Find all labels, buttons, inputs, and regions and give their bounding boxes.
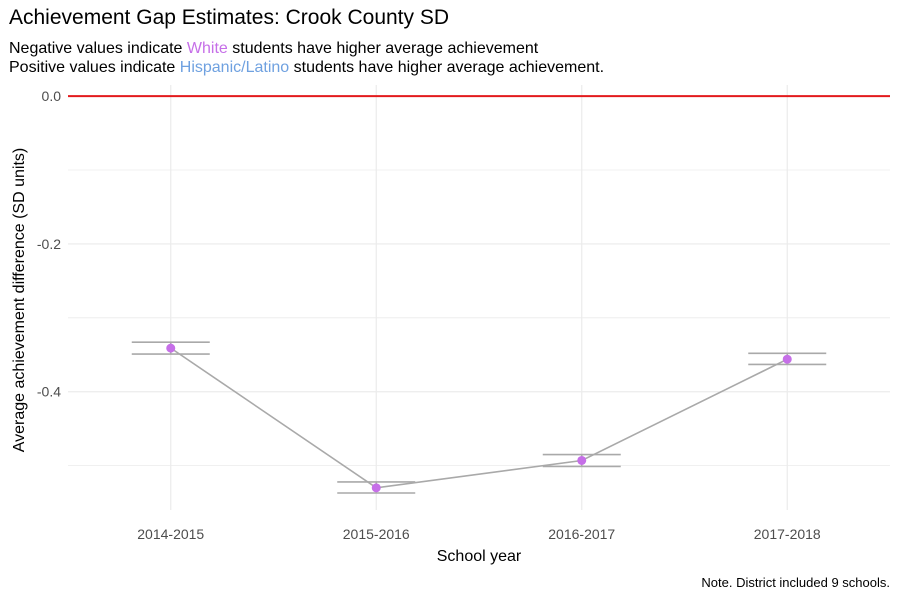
- x-axis-title: School year: [437, 548, 522, 565]
- y-tick-label: 0.0: [42, 88, 62, 104]
- x-tick-label: 2016-2017: [548, 526, 615, 542]
- subtitle-hispanic-label: Hispanic/Latino: [179, 59, 290, 76]
- subtitle-1-before: Negative values indicate: [9, 40, 187, 57]
- data-point: [782, 354, 792, 364]
- chart-title: Achievement Gap Estimates: Crook County …: [9, 6, 450, 29]
- subtitle-1-after: students have higher average achievement: [227, 40, 539, 57]
- y-tick-label: -0.2: [37, 236, 61, 252]
- x-tick-labels: 2014-2015 2015-2016 2016-2017 2017-2018: [137, 526, 821, 542]
- x-tick-label: 2017-2018: [754, 526, 821, 542]
- data-point: [371, 483, 381, 493]
- data-point: [166, 343, 176, 353]
- subtitle-2-after: students have higher average achievement…: [289, 59, 605, 76]
- chart-subtitle-line-1: Negative values indicate White students …: [9, 40, 538, 58]
- y-axis-title: Average achievement difference (SD units…: [11, 148, 28, 452]
- y-tick-label: -0.4: [37, 384, 61, 400]
- chart-subtitle-line-2: Positive values indicate Hispanic/Latino…: [9, 59, 604, 77]
- x-tick-label: 2014-2015: [137, 526, 204, 542]
- minor-gridlines: [68, 169, 890, 467]
- subtitle-white-label: White: [186, 40, 228, 57]
- subtitle-2-before: Positive values indicate: [9, 59, 180, 76]
- x-tick-label: 2015-2016: [343, 526, 410, 542]
- chart-caption: Note. District included 9 schools.: [701, 575, 890, 590]
- major-gridlines: [68, 85, 890, 510]
- y-tick-labels: 0.0 -0.2 -0.4: [37, 88, 61, 400]
- series-group: [131, 341, 827, 494]
- series-line: [170, 347, 788, 489]
- data-point: [577, 455, 587, 465]
